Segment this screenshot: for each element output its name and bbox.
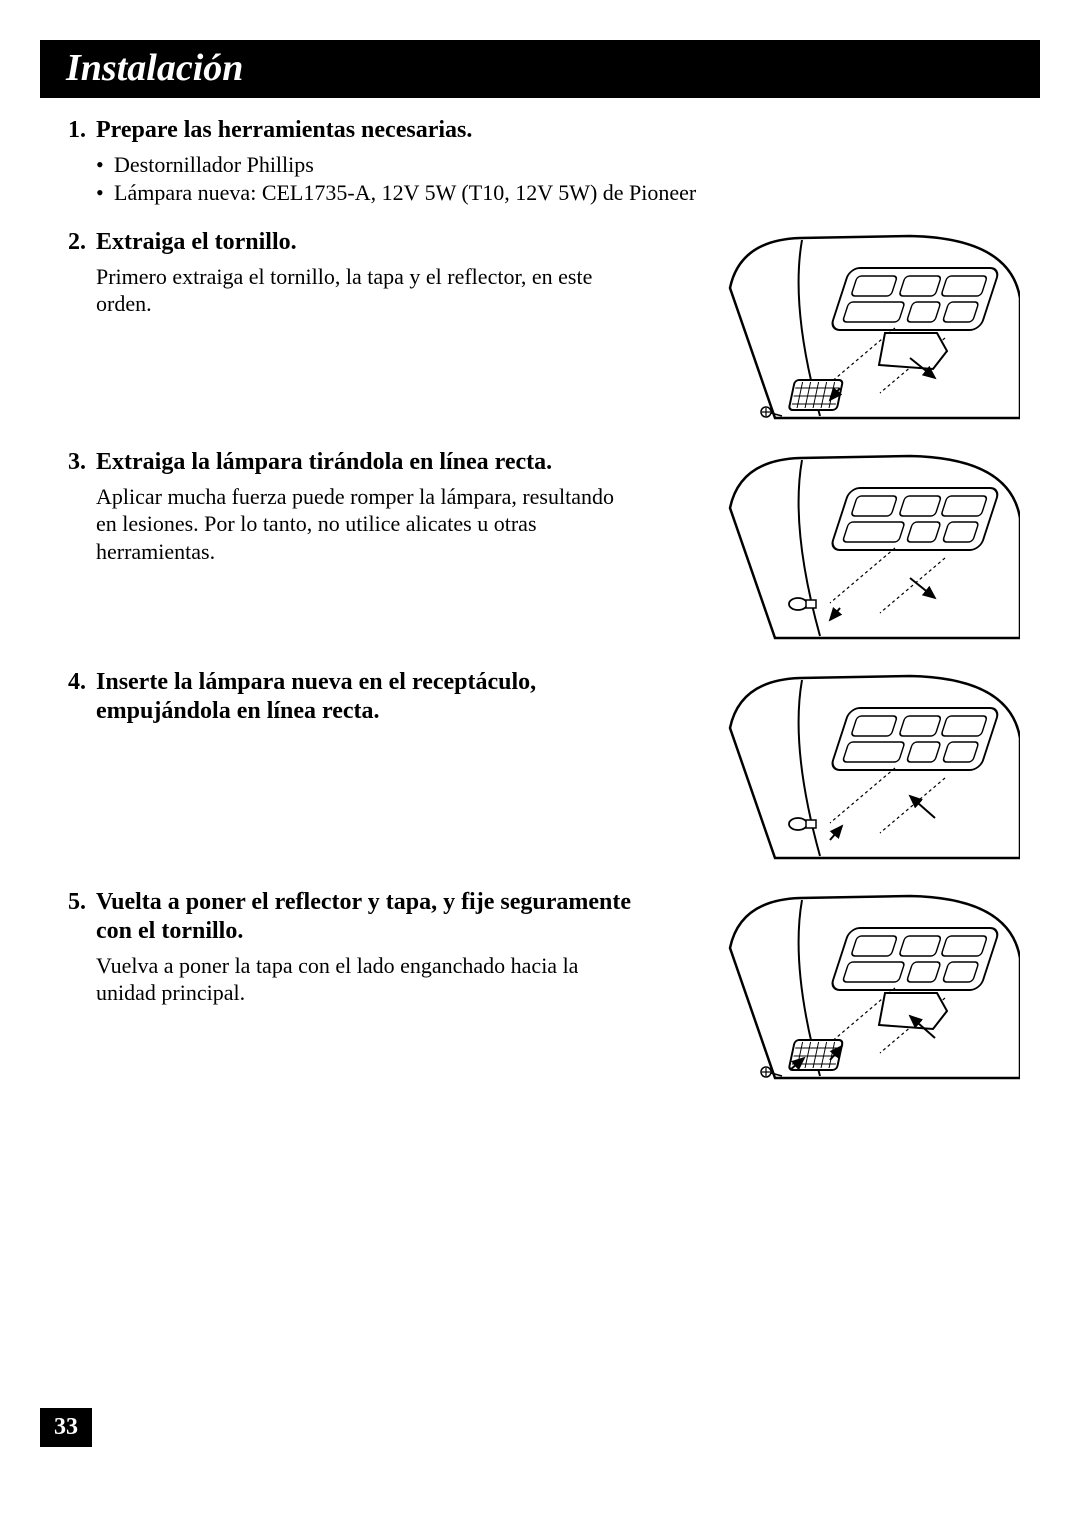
- step-1-title: Prepare las herramientas necesarias.: [96, 116, 472, 145]
- bullet-text: Lámpara nueva: CEL1735-A, 12V 5W (T10, 1…: [114, 179, 696, 208]
- step-2-title: Extraiga el tornillo.: [96, 228, 297, 257]
- step-5-text: 5. Vuelta a poner el reflector y tapa, y…: [68, 888, 660, 1007]
- section-title: Instalación: [66, 47, 243, 89]
- step-3-title: Extraiga la lámpara tirándola en línea r…: [96, 448, 552, 477]
- step-2-number: 2.: [68, 229, 96, 256]
- step-3-number: 3.: [68, 449, 96, 476]
- step-5-number: 5.: [68, 889, 96, 916]
- section-title-bar: Instalación: [40, 40, 1040, 98]
- step-4: 4. Inserte la lámpara nueva en el recept…: [68, 668, 1020, 868]
- step-5: 5. Vuelta a poner el reflector y tapa, y…: [68, 888, 1020, 1088]
- step-1-number: 1.: [68, 117, 96, 144]
- bullet-icon: •: [96, 179, 114, 208]
- step-4-number: 4.: [68, 669, 96, 696]
- bullet-icon: •: [96, 151, 114, 180]
- step-1-text: 1. Prepare las herramientas necesarias. …: [68, 116, 1020, 208]
- step-5-title: Vuelta a poner el reflector y tapa, y fi…: [96, 888, 640, 946]
- step-3-figure: [660, 448, 1020, 648]
- step-1: 1. Prepare las herramientas necesarias. …: [68, 116, 1020, 208]
- list-item: • Destornillador Phillips: [96, 151, 1000, 180]
- step-4-title: Inserte la lámpara nueva en el receptácu…: [96, 668, 640, 726]
- step-2: 2. Extraiga el tornillo. Primero extraig…: [68, 228, 1020, 428]
- step-4-figure: [660, 668, 1020, 868]
- content-area: 1. Prepare las herramientas necesarias. …: [0, 116, 1080, 1088]
- page-number: 33: [40, 1408, 92, 1447]
- list-item: • Lámpara nueva: CEL1735-A, 12V 5W (T10,…: [96, 179, 1000, 208]
- step-2-body: Primero extraiga el tornillo, la tapa y …: [96, 263, 640, 318]
- step-5-body: Vuelva a poner la tapa con el lado engan…: [96, 952, 640, 1007]
- step-4-text: 4. Inserte la lámpara nueva en el recept…: [68, 668, 660, 732]
- step-3-body: Aplicar mucha fuerza puede romper la lám…: [96, 483, 640, 566]
- step-1-bullets: • Destornillador Phillips • Lámpara nuev…: [96, 151, 1000, 208]
- step-3-text: 3. Extraiga la lámpara tirándola en líne…: [68, 448, 660, 565]
- step-2-figure: [660, 228, 1020, 428]
- bullet-text: Destornillador Phillips: [114, 151, 314, 180]
- step-3: 3. Extraiga la lámpara tirándola en líne…: [68, 448, 1020, 648]
- step-5-figure: [660, 888, 1020, 1088]
- step-2-text: 2. Extraiga el tornillo. Primero extraig…: [68, 228, 660, 318]
